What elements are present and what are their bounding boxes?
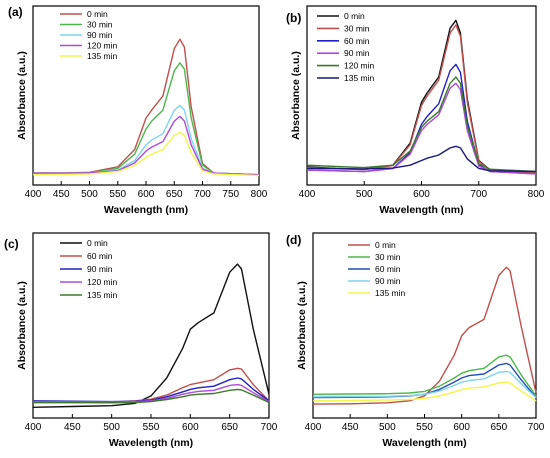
legend-entry: 60 min [87, 251, 113, 261]
legend-entry: 90 min [87, 264, 113, 274]
y-axis-label: Absorbance (a.u.) [290, 51, 302, 140]
x-tick-label: 450 [342, 422, 359, 433]
x-tick-label: 600 [138, 189, 155, 200]
x-tick-label: 400 [305, 422, 322, 433]
panel-2: 400 500 600 700 800 Wavelength (nm) Absorbance… [286, 5, 545, 216]
series-line-4 [312, 370, 537, 399]
x-axis-label: Wavelength (nm) [382, 437, 466, 449]
plot-frame [306, 5, 537, 186]
legend: 0 min 30 min 60 min 90 min 135 min [348, 240, 406, 298]
x-tick-label: 650 [490, 422, 507, 433]
legend-entry: 135 min [344, 73, 375, 83]
x-axis-label: Wavelength (nm) [379, 204, 463, 216]
x-tick-label: 650 [166, 189, 183, 200]
legend-entry: 120 min [344, 61, 375, 71]
series-line-1 [32, 263, 270, 408]
x-tick-label: 500 [356, 189, 373, 200]
x-axis-label: Wavelength (nm) [104, 204, 188, 216]
x-tick-label: 800 [528, 189, 545, 200]
x-tick-label: 550 [143, 422, 160, 433]
legend-entry: 60 min [344, 36, 370, 46]
legend-entry: 0 min [344, 11, 365, 21]
y-axis-label: Absorbance (a.u.) [16, 281, 28, 370]
series-line-4 [306, 82, 537, 175]
x-tick-label: 550 [109, 189, 126, 200]
panel-label: (a) [8, 5, 23, 19]
series-line-5 [32, 131, 260, 177]
panel-label: (b) [286, 11, 301, 25]
series-line-1 [306, 19, 537, 174]
x-tick-label: 600 [413, 189, 430, 200]
x-tick-label: 500 [103, 422, 120, 433]
series-line-5 [32, 388, 270, 404]
x-tick-label: 400 [25, 189, 42, 200]
legend-entry: 135 min [375, 288, 406, 298]
x-tick-label: 650 [221, 422, 238, 433]
series-line-4 [32, 383, 270, 403]
x-tick-label: 400 [299, 189, 316, 200]
x-tick-label: 450 [53, 189, 70, 200]
legend-entry: 30 min [375, 252, 401, 262]
legend-entry: 90 min [375, 276, 401, 286]
legend-entry: 90 min [87, 30, 113, 40]
series-line-1 [312, 266, 537, 405]
series-line-3 [312, 362, 537, 399]
legend-entry: 120 min [87, 41, 118, 51]
legend: 0 min 60 min 90 min 120 min 135 min [60, 238, 118, 300]
y-axis-label: Absorbance (a.u.) [296, 281, 308, 370]
x-tick-label: 700 [261, 422, 278, 433]
series-line-4 [33, 115, 260, 176]
series-line-3 [33, 104, 260, 176]
x-tick-label: 600 [453, 422, 470, 433]
legend-entry: 0 min [87, 238, 108, 248]
y-axis-label: Absorbance (a.u.) [16, 51, 28, 140]
legend-entry: 60 min [375, 264, 401, 274]
series-line-5 [312, 381, 537, 402]
legend: 0 min 30 min 60 min 90 min 120 min 135 min [317, 11, 375, 83]
series-line-2 [312, 354, 537, 397]
x-tick-label: 700 [194, 189, 211, 200]
series-line-3 [306, 63, 537, 175]
legend-entry: 90 min [344, 48, 370, 58]
legend-entry: 30 min [344, 23, 370, 33]
panel-4: 400 450 500 550 600 650 700 Wavelength (nm) Abso… [286, 232, 545, 449]
legend-entry: 135 min [87, 290, 118, 300]
x-tick-label: 500 [379, 422, 396, 433]
panel-label: (d) [286, 233, 301, 247]
plot-frame [312, 232, 537, 419]
series-line-6 [306, 145, 537, 173]
panel-label: (c) [4, 237, 19, 251]
x-tick-label: 700 [528, 422, 545, 433]
legend-entry: 135 min [87, 51, 118, 61]
legend-entry: 0 min [87, 9, 108, 19]
legend-entry: 120 min [87, 277, 118, 287]
x-tick-label: 800 [251, 189, 268, 200]
x-axis-label: Wavelength (nm) [109, 437, 193, 449]
x-tick-label: 450 [64, 422, 81, 433]
series-line-2 [306, 24, 537, 174]
panel-1: 400 450 500 550 600 650 700 750 800 Wavelength (n… [8, 5, 268, 216]
x-tick-label: 700 [470, 189, 487, 200]
panel-3: 400 450 500 550 600 650 700 Wavelength (nm) Abso… [4, 232, 278, 449]
x-tick-label: 400 [25, 422, 42, 433]
x-tick-label: 500 [81, 189, 98, 200]
x-tick-label: 600 [182, 422, 199, 433]
x-tick-label: 550 [416, 422, 433, 433]
x-tick-label: 750 [222, 189, 239, 200]
series-line-1 [33, 38, 260, 176]
legend-entry: 30 min [87, 20, 113, 30]
legend-entry: 0 min [375, 240, 396, 250]
series-line-5 [306, 76, 537, 173]
